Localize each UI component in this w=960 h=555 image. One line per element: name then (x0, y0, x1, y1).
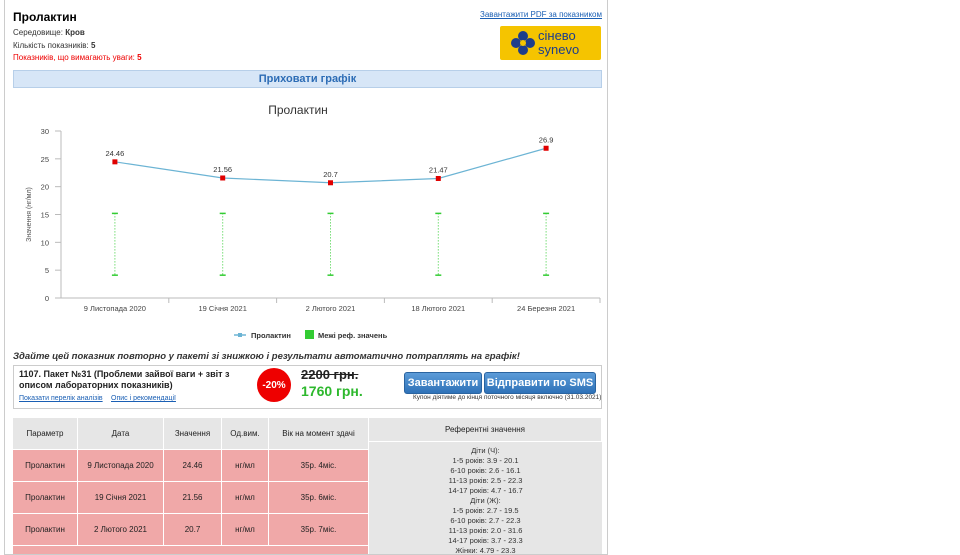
table-cell: 35р. 4міс. (269, 450, 369, 482)
y-tick-label: 30 (41, 127, 49, 136)
data-point (112, 159, 118, 165)
table-cell: 20.7 (164, 514, 222, 546)
data-point (543, 145, 549, 151)
reference-line: 11-13 років: 2.0 - 31.6 (448, 526, 523, 535)
value: 5 (90, 41, 96, 50)
table-cell: нг/мл (222, 514, 269, 546)
table-cell: 9 Листопада 2020 (78, 450, 164, 482)
label: Показників, що вимагають уваги: (13, 53, 135, 62)
value: 5 (137, 53, 142, 62)
logo-icon (511, 31, 535, 55)
logo-text: synevo (538, 42, 580, 57)
x-tick-label: 2 Лютого 2021 (306, 304, 356, 313)
reference-values: Діти (Ч): 1-5 років: 3.9 - 20.1 6-10 років… (369, 446, 602, 555)
reference-line: 14-17 років: 4.7 - 16.7 (448, 486, 523, 495)
table-cell: 35р. 7міс. (269, 514, 369, 546)
pdf-link[interactable]: Завантажити PDF за показником (480, 10, 602, 19)
data-label: 24.46 (106, 149, 125, 158)
reference-line: Діти (Ч): (471, 446, 500, 455)
chart: Пролактин Значення (нг/мл) 0 5 10 15 20 25 30 9 Л… (26, 103, 601, 340)
toggle-chart[interactable]: Приховати графік (13, 70, 602, 88)
data-label: 21.47 (429, 165, 448, 174)
column-header: Од.вим. (222, 418, 269, 450)
table-cell: Пролактин (13, 514, 78, 546)
table-cell: 35р. 6міс. (269, 482, 369, 514)
table-cell: нг/мл (222, 482, 269, 514)
legend-label: Межі реф. значень (318, 331, 388, 340)
y-tick-label: 15 (41, 211, 49, 220)
reference-line: 14-17 років: 3.7 - 23.3 (448, 536, 523, 545)
old-price: 2200 грн. (301, 367, 359, 382)
promo-box (13, 365, 602, 409)
reference-line: 1-5 років: 2.7 - 19.5 (452, 506, 519, 515)
table-cell: нг/мл (222, 450, 269, 482)
x-tick-label: 19 Січня 2021 (199, 304, 247, 313)
data-point (435, 175, 441, 181)
logo: сінево synevo (500, 26, 601, 60)
link[interactable]: Показати перелік аналізів (19, 395, 103, 402)
y-tick-label: 20 (41, 183, 49, 192)
reference-line: 1-5 років: 3.9 - 20.1 (452, 456, 519, 465)
table-cell: 2 Лютого 2021 (78, 514, 164, 546)
results-table: Параметр Дата Значення Од.вим. Вік на момент… (13, 418, 602, 555)
column-header: Референтні значення (369, 418, 602, 442)
data-point (220, 175, 226, 181)
reference-line: 11-13 років: 2.5 - 22.3 (448, 476, 523, 485)
table-cell: 21.56 (164, 482, 222, 514)
promo-headline: Здайте цей показник повторно у пакеті зі… (13, 351, 520, 362)
y-tick-label: 5 (45, 266, 49, 275)
label: Кількість показників: (13, 41, 89, 50)
table-cell: 24.46 (164, 450, 222, 482)
label: Середовище: (13, 28, 63, 37)
data-label: 20.7 (323, 170, 338, 179)
legend-label: Пролактин (251, 331, 291, 340)
discount-badge: -20% (257, 368, 291, 402)
reference-line: 6-10 років: 2.6 - 16.1 (450, 466, 521, 475)
data-label: 21.56 (213, 165, 232, 174)
column-header: Вік на момент здачі (269, 418, 369, 450)
table-row (13, 546, 369, 554)
result-panel: Пролактин Завантажити PDF за показником … (4, 0, 608, 555)
x-tick-label: 9 Листопада 2020 (84, 304, 146, 313)
link[interactable]: Опис і рекомендації (111, 395, 176, 402)
column-header: Дата (78, 418, 164, 450)
reference-line: Жінки: 4.79 - 23.3 (455, 546, 516, 555)
column-header: Параметр (13, 418, 78, 450)
x-tick-label: 24 Березня 2021 (517, 304, 575, 313)
new-price: 1760 грн. (301, 383, 363, 399)
x-tick-label: 18 Лютого 2021 (411, 304, 465, 313)
sms-button[interactable]: Відправити по SMS (484, 372, 596, 394)
reference-line: 6-10 років: 2.7 - 22.3 (450, 516, 521, 525)
data-point (328, 180, 333, 186)
value: Кров (65, 28, 85, 37)
table-cell: Пролактин (13, 450, 78, 482)
download-button[interactable]: Завантажити (404, 372, 482, 394)
table-cell: Пролактин (13, 482, 78, 514)
y-tick-label: 10 (41, 238, 49, 247)
y-axis-label: Значення (нг/мл) (26, 187, 33, 242)
legend-marker (238, 333, 242, 337)
logo-text: сінево (538, 28, 576, 43)
y-tick-label: 25 (41, 155, 49, 164)
package-name: 1107. Пакет №31 (Проблеми зайвої ваги + … (19, 369, 230, 390)
data-label: 26.9 (539, 135, 554, 144)
reference-line: Діти (Ж): (470, 496, 501, 505)
chart-title: Пролактин (268, 103, 328, 117)
coupon-note: Купон діятиме до кінця поточного місяця … (413, 394, 602, 401)
column-header: Значення (164, 418, 222, 450)
table-cell: 19 Січня 2021 (78, 482, 164, 514)
legend-swatch (305, 330, 314, 339)
y-tick-label: 0 (45, 294, 49, 303)
title: Пролактин (13, 10, 77, 24)
